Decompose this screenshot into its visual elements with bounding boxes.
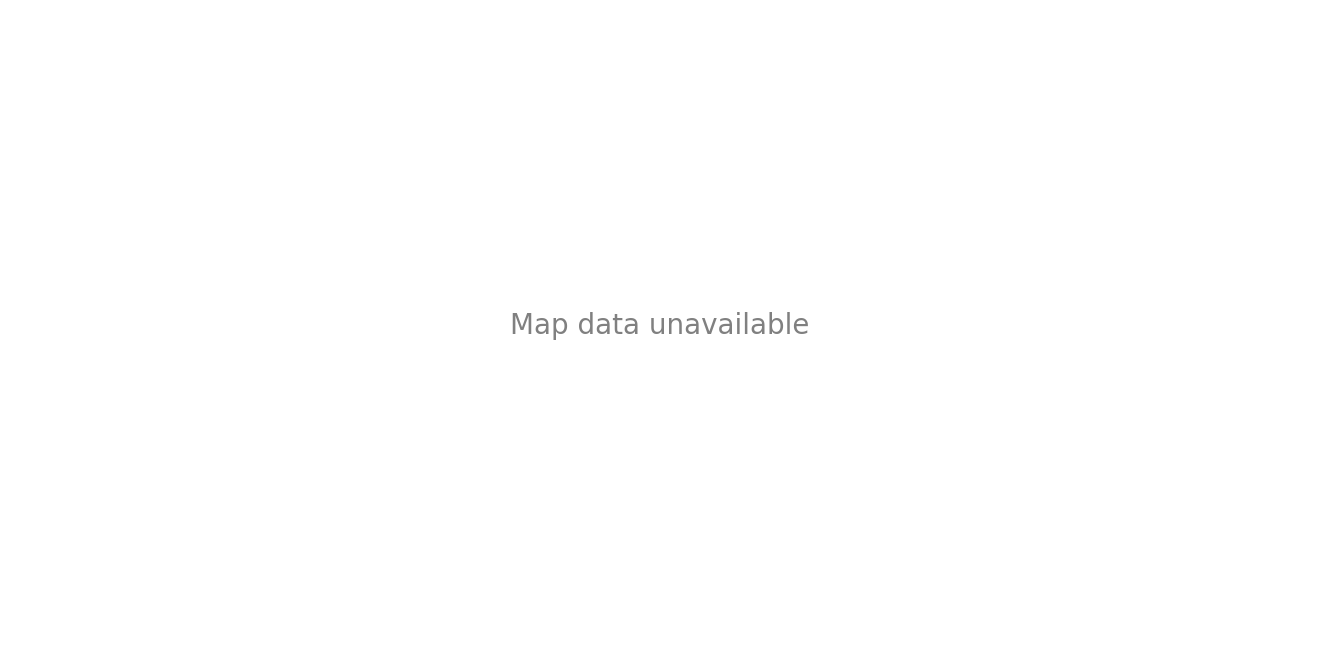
Text: Map data unavailable: Map data unavailable	[511, 312, 809, 340]
